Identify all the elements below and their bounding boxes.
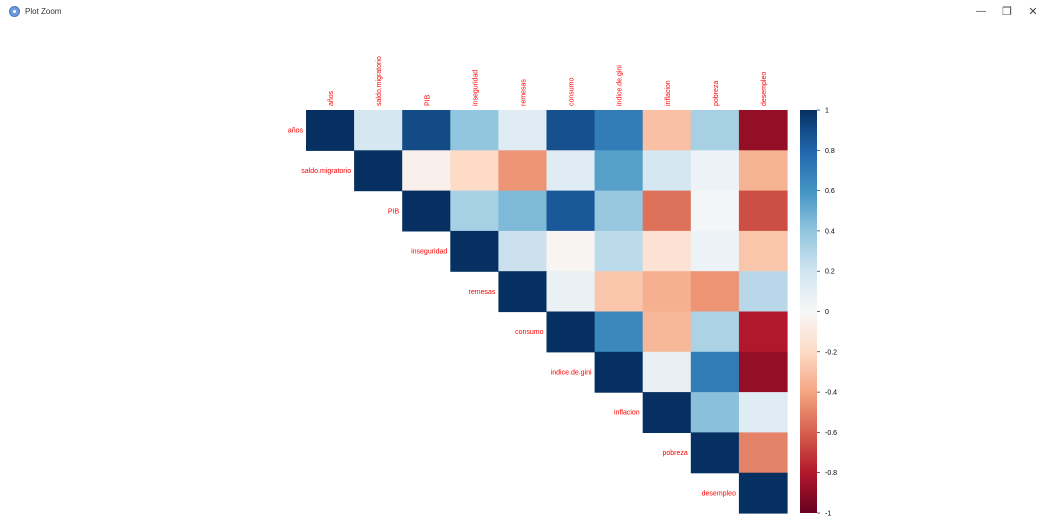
row-label-pobreza: pobreza: [663, 450, 688, 457]
colorbar-tick-label: 0.6: [825, 188, 835, 195]
column-label-consumo: consumo: [569, 77, 576, 106]
column-label-remesas: remesas: [520, 79, 527, 106]
window-titlebar: Plot Zoom — ❐ ✕: [0, 0, 1045, 22]
colorbar: [800, 110, 817, 513]
corr-cell-inflacion-inflacion: [642, 392, 692, 433]
corr-cell-saldo.migratorio-pobreza: [690, 150, 740, 192]
corr-cell-indice.de.gini-desempleo: [738, 351, 788, 393]
plot-area: años saldo.migratorio PIB inseguridad remesa…: [0, 22, 1045, 518]
column-label-saldo.migratorio: saldo.migratorio: [376, 56, 383, 106]
row-label-PIB: PIB: [388, 208, 400, 215]
corr-cell-consumo-indice.de.gini: [594, 311, 644, 353]
row-label-saldo.migratorio: saldo.migratorio: [301, 168, 351, 175]
corr-cell-inseguridad-indice.de.gini: [594, 230, 644, 272]
column-label-PIB: PIB: [424, 94, 431, 106]
corr-cell-indice.de.gini-inflacion: [642, 351, 692, 393]
corr-cell-inseguridad-inseguridad: [450, 230, 499, 272]
corr-cell-años-años: [306, 110, 355, 151]
corr-cell-años-saldo.migratorio: [354, 110, 403, 151]
window-controls: — ❐ ✕: [967, 0, 1045, 22]
corr-cell-desempleo-desempleo: [738, 472, 788, 514]
corr-cell-inflacion-pobreza: [690, 392, 740, 433]
corr-cell-saldo.migratorio-saldo.migratorio: [354, 150, 403, 192]
colorbar-tick-label: -0.6: [825, 430, 837, 437]
close-button[interactable]: ✕: [1028, 5, 1038, 18]
window-title: Plot Zoom: [25, 6, 62, 16]
app-icon: [9, 5, 20, 17]
corr-cell-remesas-inflacion: [642, 271, 692, 313]
row-label-indice.de.gini: indice.de.gini: [551, 369, 592, 376]
corr-cell-remesas-consumo: [546, 271, 596, 313]
corr-cell-inseguridad-desempleo: [738, 230, 788, 272]
corr-cell-saldo.migratorio-indice.de.gini: [594, 150, 644, 192]
corr-cell-PIB-inflacion: [642, 190, 692, 232]
row-label-desempleo: desempleo: [702, 490, 736, 497]
corr-cell-años-desempleo: [738, 110, 788, 151]
corr-cell-PIB-pobreza: [690, 190, 740, 232]
column-label-indice.de.gini: indice.de.gini: [617, 65, 624, 106]
corr-cell-pobreza-pobreza: [690, 432, 740, 474]
corr-cell-PIB-inseguridad: [450, 190, 499, 232]
corr-cell-inflacion-desempleo: [738, 392, 788, 433]
colorbar-tick-label: 0.8: [825, 148, 835, 155]
corr-cell-inseguridad-pobreza: [690, 230, 740, 272]
row-label-consumo: consumo: [515, 329, 544, 336]
corr-cell-PIB-consumo: [546, 190, 596, 232]
minimize-button[interactable]: —: [976, 5, 986, 17]
column-label-desempleo: desempleo: [761, 72, 768, 106]
colorbar-tick-label: -1: [825, 511, 831, 518]
corr-cell-remesas-indice.de.gini: [594, 271, 644, 313]
row-label-remesas: remesas: [469, 289, 496, 296]
corr-cell-saldo.migratorio-inseguridad: [450, 150, 499, 192]
colorbar-tick-label: 0.2: [825, 269, 835, 276]
corr-cell-años-consumo: [546, 110, 596, 151]
corr-cell-remesas-remesas: [498, 271, 548, 313]
corr-cell-consumo-pobreza: [690, 311, 740, 353]
corr-cell-PIB-indice.de.gini: [594, 190, 644, 232]
colorbar-tick-label: -0.4: [825, 390, 837, 397]
corr-cell-PIB-remesas: [498, 190, 548, 232]
restore-button[interactable]: ❐: [1002, 5, 1012, 18]
corr-cell-años-inseguridad: [450, 110, 499, 151]
corr-cell-años-pobreza: [690, 110, 740, 151]
row-label-inflacion: inflacion: [614, 410, 640, 417]
corr-cell-saldo.migratorio-PIB: [402, 150, 451, 192]
corr-cell-inseguridad-inflacion: [642, 230, 692, 272]
colorbar-tick-label: -0.8: [825, 470, 837, 477]
colorbar-tick-label: -0.2: [825, 349, 837, 356]
corr-cell-PIB-PIB: [402, 190, 451, 232]
column-label-inflacion: inflacion: [665, 80, 672, 106]
corr-cell-inseguridad-consumo: [546, 230, 596, 272]
corr-cell-consumo-consumo: [546, 311, 596, 353]
row-label-inseguridad: inseguridad: [411, 249, 447, 256]
corr-cell-saldo.migratorio-remesas: [498, 150, 548, 192]
corr-cell-indice.de.gini-pobreza: [690, 351, 740, 393]
row-label-años: años: [288, 128, 304, 135]
corr-cell-consumo-inflacion: [642, 311, 692, 353]
column-label-inseguridad: inseguridad: [472, 70, 479, 106]
corr-cell-indice.de.gini-indice.de.gini: [594, 351, 644, 393]
corr-cell-saldo.migratorio-inflacion: [642, 150, 692, 192]
column-label-años: años: [328, 90, 335, 106]
corr-cell-PIB-desempleo: [738, 190, 788, 232]
corr-cell-años-inflacion: [642, 110, 692, 151]
corr-cell-años-remesas: [498, 110, 548, 151]
corr-cell-remesas-desempleo: [738, 271, 788, 313]
corr-cell-pobreza-desempleo: [738, 432, 788, 474]
corr-cell-años-PIB: [402, 110, 451, 151]
corr-cell-inseguridad-remesas: [498, 230, 548, 272]
colorbar-tick-label: 0.4: [825, 228, 835, 235]
corr-cell-saldo.migratorio-consumo: [546, 150, 596, 192]
corr-cell-años-indice.de.gini: [594, 110, 644, 151]
colorbar-tick-label: 0: [825, 309, 829, 316]
corr-cell-consumo-desempleo: [738, 311, 788, 353]
corr-cell-saldo.migratorio-desempleo: [738, 150, 788, 192]
column-label-pobreza: pobreza: [713, 81, 720, 106]
corr-cell-remesas-pobreza: [690, 271, 740, 313]
correlation-plot: años saldo.migratorio PIB inseguridad remesa…: [288, 56, 837, 518]
colorbar-tick-label: 1: [825, 108, 829, 115]
